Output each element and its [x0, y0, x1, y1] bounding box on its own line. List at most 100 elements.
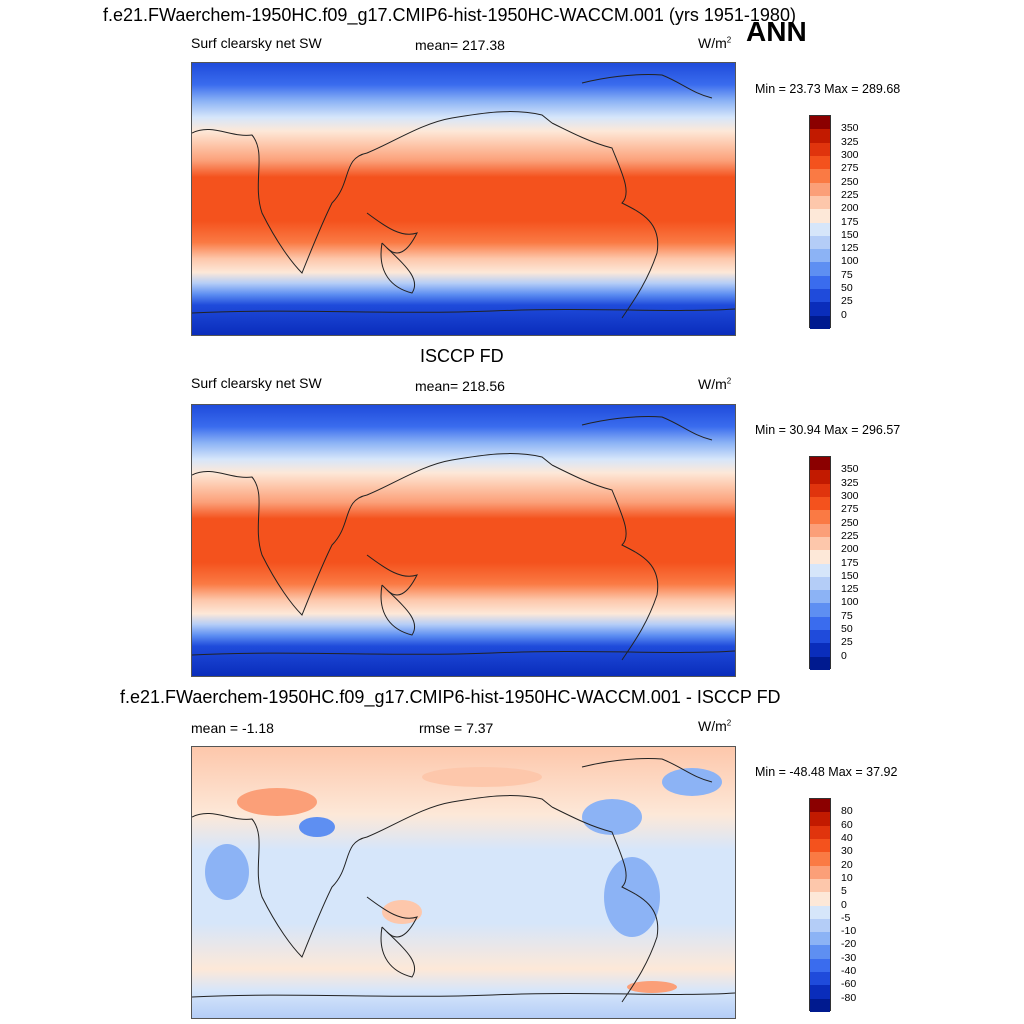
- colorbar-segment: [810, 878, 830, 893]
- colorbar-segment: [810, 249, 830, 263]
- colorbar-segment: [810, 972, 830, 986]
- colorbar-segment: [810, 550, 830, 564]
- panel-diff-units: W/m2: [698, 718, 732, 734]
- colorbar-tick-label: 275: [841, 162, 859, 175]
- panel-model-variable-label: Surf clearsky net SW: [191, 35, 322, 51]
- colorbar-tick-label: 75: [841, 609, 853, 622]
- colorbar-segment: [810, 142, 830, 156]
- colorbar-tick-label: 300: [841, 148, 859, 161]
- colorbar-tick-label: 150: [841, 569, 859, 582]
- colorbar-segment: [810, 630, 830, 644]
- panel-model-map-svg: [192, 63, 735, 335]
- colorbar-segment: [810, 838, 830, 853]
- panel-model-mean-label: mean= 217.38: [415, 37, 505, 53]
- colorbar-tick-label: 150: [841, 228, 859, 241]
- colorbar-segment: [810, 235, 830, 250]
- colorbar-tick-label: -60: [841, 978, 857, 991]
- panel-obs-mean-label: mean= 218.56: [415, 378, 505, 394]
- season-label: ANN: [746, 16, 807, 47]
- panel-obs-variable-label: Surf clearsky net SW: [191, 375, 322, 391]
- colorbar-tick-label: 10: [841, 871, 853, 884]
- colorbar-segment: [810, 563, 830, 577]
- panel-diff-map: [191, 746, 736, 1019]
- colorbar-segment: [810, 812, 830, 826]
- colorbar-segment: [810, 998, 830, 1012]
- colorbar-segment: [810, 905, 830, 919]
- colorbar-tick-label: 175: [841, 215, 859, 228]
- panel-obs-minmax: Min = 30.94 Max = 296.57: [755, 423, 901, 437]
- colorbar-segment: [810, 289, 830, 303]
- colorbar-tick-label: 225: [841, 529, 859, 542]
- panel-diff-title: f.e21.FWaerchem-1950HC.f09_g17.CMIP6-his…: [120, 687, 781, 707]
- colorbar-segment: [810, 496, 830, 511]
- colorbar-segment: [810, 195, 830, 210]
- colorbar-segment: [810, 799, 830, 813]
- colorbar-tick-label: 80: [841, 805, 853, 818]
- colorbar-tick-label: 325: [841, 476, 859, 489]
- colorbar-tick-label: 50: [841, 282, 853, 295]
- panel-model-units: W/m2: [698, 35, 732, 51]
- colorbar-tick-label: -40: [841, 965, 857, 978]
- colorbar-segment: [810, 275, 830, 290]
- panel-obs-units: W/m2: [698, 376, 732, 392]
- colorbar-tick-label: -30: [841, 951, 857, 964]
- colorbar-tick-label: 250: [841, 175, 859, 188]
- colorbar-segment: [810, 116, 830, 130]
- colorbar-tick-label: 0: [841, 308, 847, 321]
- panel-diff-mean-label: mean = -1.18: [191, 720, 274, 736]
- panel-diff-anomalies: [205, 767, 722, 993]
- colorbar-tick-label: -5: [841, 911, 851, 924]
- colorbar-tick-label: 250: [841, 516, 859, 529]
- colorbar-segment: [810, 302, 830, 316]
- colorbar-segment: [810, 958, 830, 973]
- panel-obs-map: [191, 404, 736, 677]
- colorbar-tick-label: 5: [841, 885, 847, 898]
- panel-diff-coastlines: [192, 758, 735, 1003]
- colorbar-tick-label: 350: [841, 463, 859, 476]
- colorbar-segment: [810, 315, 830, 329]
- colorbar-segment: [810, 262, 830, 276]
- panel-obs-title: ISCCP FD: [420, 346, 504, 366]
- colorbar-tick-label: 100: [841, 255, 859, 268]
- colorbar-segment: [810, 155, 830, 170]
- colorbar-segment: [810, 129, 830, 143]
- colorbar-segment: [810, 985, 830, 999]
- colorbar-tick-label: 125: [841, 242, 859, 255]
- panel-obs-coastlines: [192, 416, 735, 661]
- colorbar-segment: [810, 825, 830, 839]
- colorbar-tick-label: 100: [841, 596, 859, 609]
- panel-diff-minmax: Min = -48.48 Max = 37.92: [755, 765, 898, 779]
- colorbar-tick-label: 200: [841, 543, 859, 556]
- panel-diff-rmse-label: rmse = 7.37: [419, 720, 494, 736]
- panel-diff-map-svg: [192, 747, 735, 1018]
- panel-model-coastlines: [192, 74, 735, 319]
- colorbar-segment: [810, 852, 830, 866]
- colorbar-segment: [810, 483, 830, 497]
- colorbar-segment: [810, 182, 830, 196]
- panel-model-map: [191, 62, 736, 336]
- colorbar-segment: [810, 918, 830, 933]
- colorbar-tick-label: 350: [841, 122, 859, 135]
- colorbar-tick-label: 30: [841, 845, 853, 858]
- colorbar-segment: [810, 643, 830, 657]
- colorbar-segment: [810, 932, 830, 946]
- colorbar-tick-label: 0: [841, 649, 847, 662]
- main-title: f.e21.FWaerchem-1950HC.f09_g17.CMIP6-his…: [103, 5, 796, 25]
- colorbar-tick-label: 50: [841, 623, 853, 636]
- colorbar-segment: [810, 616, 830, 631]
- colorbar-tick-label: 300: [841, 489, 859, 502]
- colorbar-segment: [810, 169, 830, 183]
- colorbar-tick-label: 40: [841, 831, 853, 844]
- colorbar-tick-label: 60: [841, 818, 853, 831]
- colorbar-tick-label: 0: [841, 898, 847, 911]
- colorbar-segment: [810, 865, 830, 879]
- panel-obs-map-svg: [192, 405, 735, 676]
- colorbar-segment: [810, 470, 830, 484]
- colorbar-tick-label: 25: [841, 636, 853, 649]
- colorbar-tick-label: 25: [841, 295, 853, 308]
- colorbar-segment: [810, 222, 830, 236]
- colorbar-tick-label: -20: [841, 938, 857, 951]
- colorbar-tick-label: 20: [841, 858, 853, 871]
- colorbar-segment: [810, 656, 830, 670]
- colorbar-tick-label: 175: [841, 556, 859, 569]
